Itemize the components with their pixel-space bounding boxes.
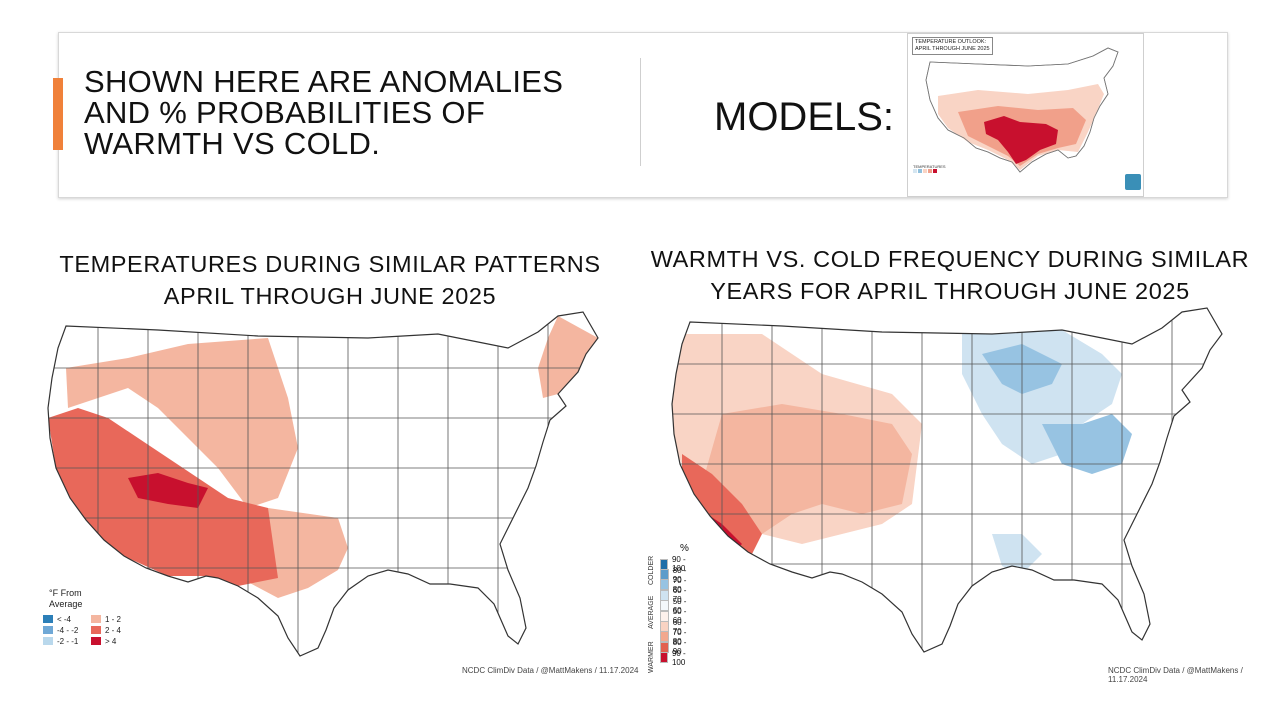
legend-side-average: AVERAGE	[648, 595, 655, 629]
legend-label: 90 - 100	[671, 648, 686, 667]
right-legend-item: 90 - 100	[660, 649, 689, 667]
legend-swatch	[660, 558, 668, 570]
left-legend-title: °F From Average	[49, 588, 139, 610]
legend-swatch	[660, 579, 669, 591]
legend-swatch	[660, 610, 669, 622]
region-light-warm-southwest	[702, 404, 912, 534]
legend-label: < -4	[57, 614, 72, 624]
headline-line: WARMTH VS COLD.	[84, 126, 381, 161]
legend-label: 50 - 60	[672, 596, 687, 615]
thumbnail-swatch	[923, 169, 927, 173]
left-legend-item: -2 - -1	[43, 636, 91, 646]
legend-label: 50 - 60	[672, 607, 687, 626]
legend-side-colder: COLDER	[648, 555, 655, 585]
left-anomaly-map	[38, 308, 618, 668]
left-legend-item: 2 - 4	[91, 625, 139, 635]
noaa-logo-icon	[1125, 174, 1141, 190]
legend-label: 70 - 80	[672, 627, 687, 646]
thumbnail-title-line: TEMPERATURE OUTLOOK:	[915, 39, 987, 45]
left-legend: °F From Average < -4 1 - 2 -4 - -2 2 - 4…	[43, 588, 139, 646]
outlook-thumbnail-map	[925, 47, 1119, 173]
header-divider	[640, 58, 641, 166]
legend-swatch	[43, 637, 53, 645]
region-cool-mid-ohio-valley	[1042, 414, 1132, 474]
left-map-svg	[47, 311, 599, 657]
legend-label: 80 - 90	[672, 565, 687, 584]
thumbnail-title-line: APRIL THROUGH JUNE 2025	[915, 46, 990, 52]
legend-swatch	[91, 637, 101, 645]
legend-swatch	[660, 641, 669, 653]
legend-label: -2 - -1	[57, 636, 79, 646]
left-map-title-line: APRIL THROUGH JUNE 2025	[163, 283, 497, 309]
right-legend-unit: %	[680, 543, 689, 554]
left-credit: NCDC ClimDiv Data / @MattMakens / 11.17.…	[462, 666, 639, 675]
thumbnail-swatch	[928, 169, 932, 173]
thumbnail-legend: TEMPERATURES	[913, 164, 946, 174]
headline-line: AND % PROBABILITIES OF	[84, 95, 486, 130]
thumbnail-swatch	[913, 169, 917, 173]
legend-label: 90 - 100	[671, 555, 686, 574]
thumbnail-legend-label: TEMPERATURES	[913, 164, 946, 169]
right-map-title-line: WARMTH VS. COLD FREQUENCY DURING SIMILAR	[650, 246, 1250, 272]
right-frequency-map	[662, 304, 1242, 664]
state-borders	[48, 312, 598, 656]
models-label: MODELS:	[714, 95, 895, 139]
legend-side-warmer: WARMER	[648, 641, 655, 673]
legend-swatch	[91, 615, 101, 623]
outlook-thumbnail: TEMPERATURE OUTLOOK: APRIL THROUGH JUNE …	[907, 33, 1144, 197]
legend-label: 2 - 4	[105, 625, 122, 635]
headline-line: SHOWN HERE ARE ANOMALIES	[84, 64, 564, 99]
right-map-title-line: YEARS FOR APRIL THROUGH JUNE 2025	[710, 278, 1190, 304]
legend-label: > 4	[105, 636, 117, 646]
left-legend-item: > 4	[91, 636, 139, 646]
state-borders	[672, 308, 1222, 652]
left-legend-item: -4 - -2	[43, 625, 91, 635]
legend-swatch	[43, 626, 53, 634]
legend-swatch	[660, 631, 669, 643]
right-credit: NCDC ClimDiv Data / @MattMakens / 11.17.…	[1108, 666, 1243, 684]
legend-label: -4 - -2	[57, 625, 79, 635]
legend-swatch	[660, 652, 668, 664]
left-map-title: TEMPERATURES DURING SIMILAR PATTERNS APR…	[30, 248, 630, 312]
right-map-svg	[671, 307, 1223, 653]
legend-label: 1 - 2	[105, 614, 122, 624]
headline: SHOWN HERE ARE ANOMALIES AND % PROBABILI…	[84, 66, 604, 159]
legend-swatch	[91, 626, 101, 634]
legend-swatch	[43, 615, 53, 623]
legend-swatch	[660, 569, 669, 581]
legend-label: 80 - 90	[672, 638, 687, 657]
left-legend-item: 1 - 2	[91, 614, 139, 624]
legend-swatch	[660, 600, 669, 612]
accent-bar	[53, 78, 63, 150]
left-map-title-line: TEMPERATURES DURING SIMILAR PATTERNS	[59, 251, 601, 277]
right-map-title: WARMTH VS. COLD FREQUENCY DURING SIMILAR…	[650, 243, 1250, 307]
thumbnail-swatch	[933, 169, 937, 173]
region-light-warm-west	[66, 338, 298, 508]
region-light-warm-northeast	[538, 316, 598, 398]
legend-label: 60 - 70	[672, 586, 687, 605]
legend-label: 70 - 80	[672, 575, 687, 594]
thumbnail-swatch	[918, 169, 922, 173]
left-legend-item: < -4	[43, 614, 91, 624]
left-legend-title-line: °F From	[49, 588, 82, 598]
thumbnail-title: TEMPERATURE OUTLOOK: APRIL THROUGH JUNE …	[912, 37, 993, 55]
left-legend-title-line: Average	[49, 599, 83, 609]
legend-label: 60 - 70	[672, 617, 687, 636]
legend-swatch	[660, 589, 669, 601]
legend-swatch	[660, 621, 669, 633]
